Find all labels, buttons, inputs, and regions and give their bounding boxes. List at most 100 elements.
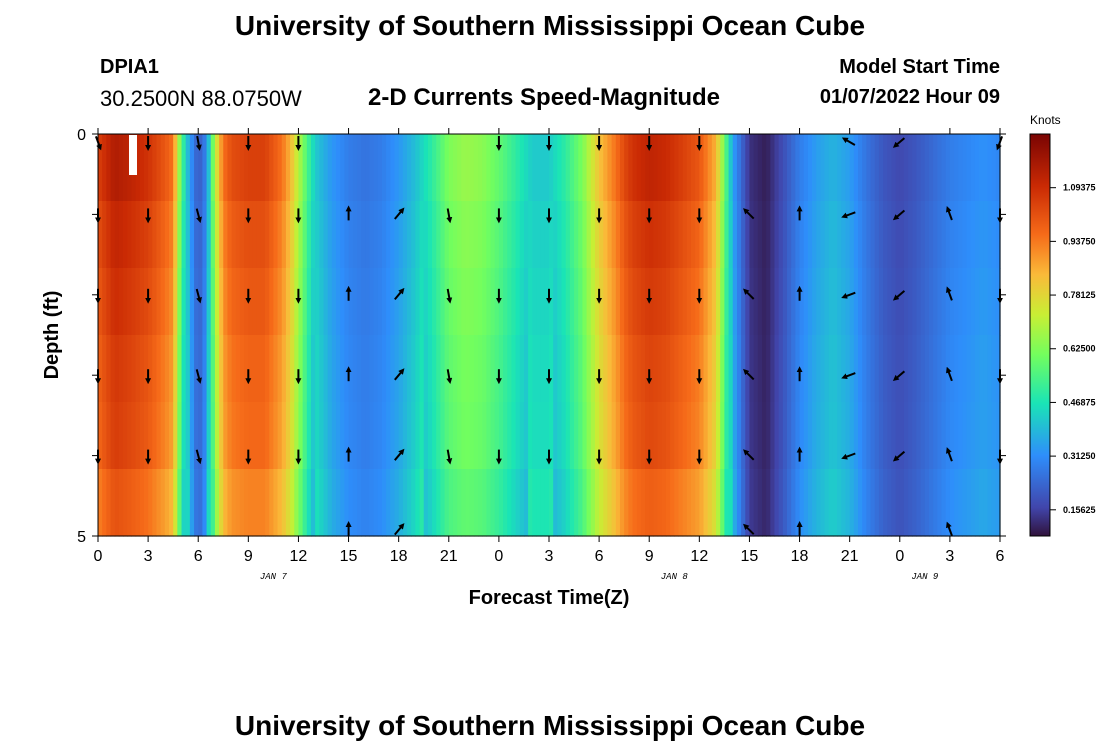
heatmap-cell xyxy=(549,335,554,403)
heatmap-cell xyxy=(841,134,847,202)
heatmap-cell xyxy=(995,201,1001,269)
heatmap-cell xyxy=(970,335,976,403)
heatmap-cell xyxy=(177,402,183,470)
heatmap-cell xyxy=(787,201,792,269)
station-id: DPIA1 xyxy=(100,56,159,78)
heatmap-cell xyxy=(106,335,112,403)
heatmap-cell xyxy=(695,469,700,537)
heatmap-cell xyxy=(624,134,629,202)
heatmap-cell xyxy=(369,201,375,269)
heatmap-cell xyxy=(386,134,391,202)
heatmap-cell xyxy=(532,469,538,537)
plot-title: 2-D Currents Speed-Magnitude xyxy=(368,84,721,111)
heatmap-cell xyxy=(782,469,788,537)
heatmap-cell xyxy=(929,469,934,537)
heatmap-cell xyxy=(152,134,158,202)
heatmap-cell xyxy=(461,402,467,470)
heatmap-cell xyxy=(933,134,938,202)
heatmap-cell xyxy=(540,335,546,403)
day-label: JAN 9 xyxy=(911,572,939,582)
heatmap-cell xyxy=(361,402,366,470)
heatmap-cell xyxy=(156,402,162,470)
heatmap-cell xyxy=(770,134,776,202)
heatmap-cell xyxy=(114,335,120,403)
x-tick-label: 21 xyxy=(440,548,458,565)
heatmap-cell xyxy=(390,201,396,269)
heatmap-cell xyxy=(277,402,283,470)
heatmap-cell xyxy=(252,268,258,336)
heatmap-cell xyxy=(820,469,826,537)
heatmap-cell xyxy=(219,134,224,202)
current-arrow xyxy=(841,452,856,460)
heatmap-cell xyxy=(478,335,483,403)
heatmap-cell xyxy=(427,469,433,537)
heatmap-cell xyxy=(164,201,170,269)
heatmap-cell xyxy=(983,335,989,403)
heatmap-cell xyxy=(774,469,780,537)
heatmap-cell xyxy=(586,134,592,202)
heatmap-cell xyxy=(949,134,955,202)
heatmap-cell xyxy=(210,134,216,202)
heatmap-cell xyxy=(440,134,446,202)
heatmap-cell xyxy=(899,268,905,336)
colorbar-tick-label: 0.62500 xyxy=(1063,344,1096,354)
heatmap-cell xyxy=(661,268,667,336)
colorbar-units: Knots xyxy=(1030,113,1061,127)
heatmap-cell xyxy=(728,201,734,269)
heatmap-cell xyxy=(457,469,462,537)
heatmap-cell xyxy=(916,134,922,202)
heatmap-cell xyxy=(373,402,379,470)
heatmap-cell xyxy=(440,201,446,269)
heatmap-cell xyxy=(966,268,972,336)
heatmap-cell xyxy=(528,268,533,336)
heatmap-cell xyxy=(336,201,341,269)
heatmap-cell xyxy=(244,402,249,470)
heatmap-cell xyxy=(160,134,166,202)
heatmap-cell xyxy=(482,134,487,202)
heatmap-cell xyxy=(803,469,809,537)
heatmap-cell xyxy=(411,201,416,269)
current-arrow xyxy=(946,205,953,221)
heatmap-cell xyxy=(970,402,976,470)
heatmap-cell xyxy=(912,268,918,336)
heatmap-cell xyxy=(599,201,604,269)
heatmap-cell xyxy=(716,134,721,202)
heatmap-cell xyxy=(586,469,592,537)
heatmap-cell xyxy=(394,335,400,403)
heatmap-cell xyxy=(962,134,968,202)
heatmap-cell xyxy=(164,469,170,537)
heatmap-cell xyxy=(503,402,508,470)
heatmap-cell xyxy=(582,134,588,202)
heatmap-cell xyxy=(214,134,220,202)
heatmap-cell xyxy=(198,335,203,403)
heatmap-cell xyxy=(260,134,266,202)
heatmap-cell xyxy=(703,335,709,403)
heatmap-cell xyxy=(649,335,654,403)
heatmap-cell xyxy=(411,469,416,537)
heatmap-cell xyxy=(665,201,671,269)
heatmap-cell xyxy=(958,268,964,336)
heatmap-cell xyxy=(670,268,675,336)
heatmap-cell xyxy=(511,335,517,403)
heatmap-cell xyxy=(177,335,183,403)
heatmap-cell xyxy=(227,134,233,202)
model-start-label: Model Start Time xyxy=(839,56,1000,78)
heatmap-cell xyxy=(315,469,320,537)
x-tick-label: 0 xyxy=(895,548,904,565)
heatmap-cell xyxy=(189,134,195,202)
heatmap-cell xyxy=(753,201,759,269)
heatmap-cell xyxy=(131,335,137,403)
heatmap-cell xyxy=(494,402,500,470)
heatmap-cell xyxy=(173,402,178,470)
current-arrow xyxy=(946,521,953,536)
heatmap-cell xyxy=(849,335,855,403)
heatmap-cell xyxy=(599,134,604,202)
heatmap-cell xyxy=(824,134,830,202)
heatmap-cell xyxy=(386,402,391,470)
heatmap-cell xyxy=(686,335,692,403)
heatmap-cell xyxy=(853,335,859,403)
heatmap-cell xyxy=(210,268,216,336)
heatmap-cell xyxy=(803,335,809,403)
heatmap-cell xyxy=(799,402,805,470)
heatmap-cell xyxy=(607,402,613,470)
